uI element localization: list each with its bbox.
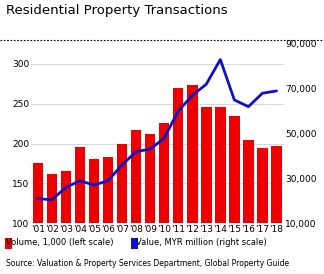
Bar xyxy=(32,164,43,274)
Bar xyxy=(103,157,113,274)
Bar xyxy=(75,147,85,274)
Bar xyxy=(47,174,57,274)
Bar xyxy=(271,146,282,274)
Bar xyxy=(145,134,156,274)
Bar xyxy=(201,107,212,274)
Bar xyxy=(257,148,268,274)
Text: Source: Valuation & Property Services Department, Global Property Guide: Source: Valuation & Property Services De… xyxy=(6,259,290,268)
Bar xyxy=(229,116,240,274)
Text: Residential Property Transactions: Residential Property Transactions xyxy=(6,4,228,17)
Bar xyxy=(243,140,254,274)
Bar xyxy=(61,172,71,274)
Text: Value, MYR million (right scale): Value, MYR million (right scale) xyxy=(136,238,267,247)
Bar xyxy=(117,144,127,274)
Bar xyxy=(187,85,198,274)
Bar xyxy=(89,159,99,274)
Bar xyxy=(215,107,226,274)
Bar xyxy=(173,88,183,274)
Text: Volume, 1,000 (left scale): Volume, 1,000 (left scale) xyxy=(6,238,114,247)
Bar xyxy=(159,123,169,274)
Bar xyxy=(131,130,141,274)
